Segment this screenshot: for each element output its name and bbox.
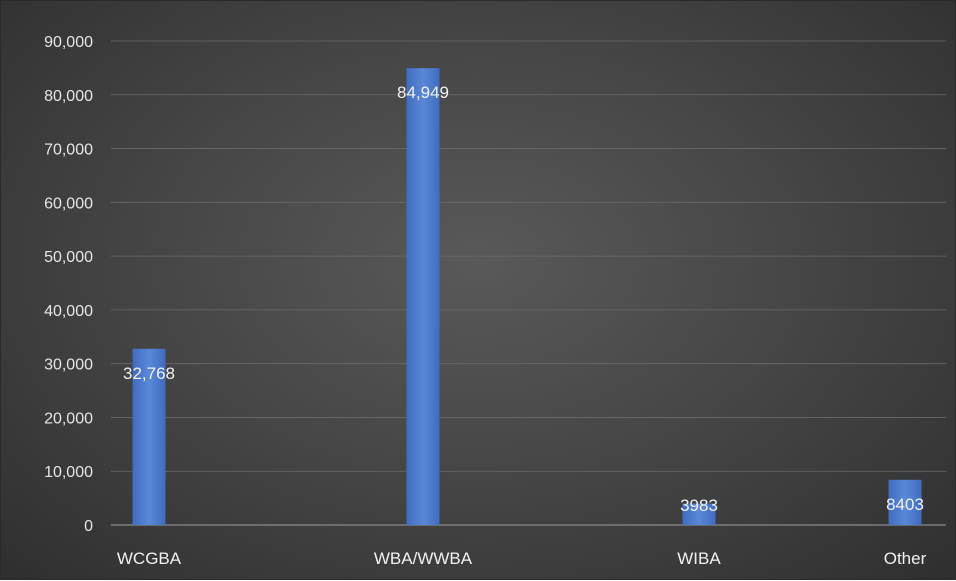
y-tick-label: 10,000 [44, 464, 93, 481]
data-labels: 32,768 84,949 3983 8403 [123, 83, 924, 515]
y-tick-label: 20,000 [44, 410, 93, 427]
y-tick-label: 90,000 [44, 34, 93, 51]
bar-wiba [682, 503, 716, 525]
x-axis-category-labels: WCGBA WBA/WWBA WIBA Other [117, 549, 927, 568]
x-category-label: WIBA [677, 549, 721, 568]
x-category-label: Other [884, 549, 927, 568]
y-tick-label: 60,000 [44, 195, 93, 212]
y-tick-label: 30,000 [44, 357, 93, 374]
data-label: 84,949 [397, 83, 449, 102]
y-tick-label: 0 [84, 518, 93, 535]
y-axis-tick-labels: 0 10,000 20,000 30,000 40,000 50,000 60,000 70,… [44, 34, 93, 535]
y-tick-label: 40,000 [44, 303, 93, 320]
data-label: 32,768 [123, 364, 175, 383]
x-category-label: WBA/WWBA [374, 549, 473, 568]
y-tick-label: 80,000 [44, 88, 93, 105]
data-label: 8403 [886, 495, 924, 514]
bar-other [888, 479, 922, 525]
bar-wcgba [132, 348, 166, 525]
y-tick-label: 50,000 [44, 249, 93, 266]
gridlines [111, 40, 946, 526]
data-label: 3983 [680, 496, 718, 515]
y-tick-label: 70,000 [44, 142, 93, 159]
x-category-label: WCGBA [117, 549, 182, 568]
bars [132, 68, 922, 526]
bar-wba-wwba [406, 68, 440, 526]
